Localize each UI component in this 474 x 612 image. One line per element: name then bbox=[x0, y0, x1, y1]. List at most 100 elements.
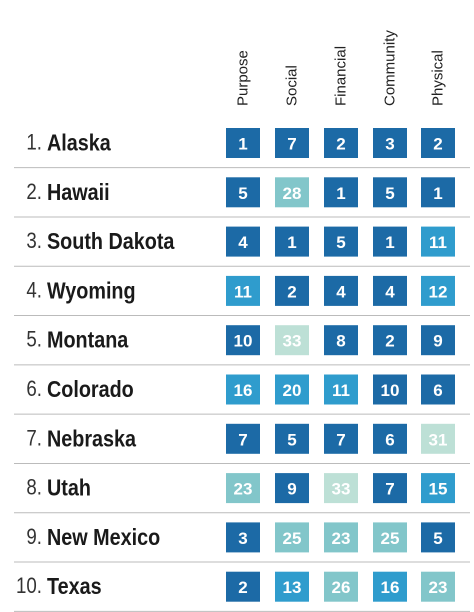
score-cell bbox=[275, 571, 309, 602]
score-cell bbox=[275, 473, 309, 504]
score: 20 bbox=[283, 381, 302, 400]
score-cell bbox=[373, 128, 407, 158]
column-header: Community bbox=[382, 30, 399, 106]
score-cell bbox=[226, 177, 260, 208]
score-cell bbox=[421, 423, 455, 454]
score: 1 bbox=[336, 184, 345, 203]
score: 25 bbox=[381, 529, 400, 548]
score: 1 bbox=[287, 233, 296, 252]
score: 2 bbox=[287, 282, 296, 301]
score-cell bbox=[373, 423, 407, 454]
score-cell bbox=[373, 571, 407, 602]
score: 28 bbox=[283, 184, 302, 203]
rank: 10. bbox=[16, 575, 42, 599]
score: 5 bbox=[336, 233, 345, 252]
state-name: Utah bbox=[47, 475, 91, 501]
state-name: South Dakota bbox=[47, 229, 175, 255]
score-cell bbox=[421, 226, 455, 257]
score-cell bbox=[226, 522, 260, 553]
score: 1 bbox=[238, 135, 247, 154]
score: 6 bbox=[385, 430, 394, 449]
score-cell bbox=[421, 177, 455, 208]
score-cell bbox=[373, 473, 407, 504]
score: 1 bbox=[433, 184, 442, 203]
score: 25 bbox=[283, 529, 302, 548]
score: 2 bbox=[238, 578, 247, 597]
state-name: Alaska bbox=[47, 130, 112, 156]
score-cell bbox=[226, 325, 260, 356]
score: 3 bbox=[385, 135, 394, 154]
score-cell bbox=[421, 325, 455, 356]
score: 7 bbox=[385, 480, 394, 499]
score: 2 bbox=[385, 332, 394, 351]
score: 8 bbox=[336, 332, 345, 351]
rank: 2. bbox=[26, 180, 42, 204]
score: 11 bbox=[234, 282, 252, 301]
score-cell bbox=[275, 423, 309, 454]
rank: 6. bbox=[26, 378, 42, 402]
column-header: Financial bbox=[333, 46, 350, 106]
score: 33 bbox=[332, 480, 351, 499]
column-header: Physical bbox=[430, 50, 447, 106]
rank: 1. bbox=[26, 131, 42, 155]
rank: 7. bbox=[26, 427, 42, 451]
score: 12 bbox=[429, 282, 448, 301]
score: 1 bbox=[385, 233, 394, 252]
score-cell bbox=[421, 522, 455, 553]
score-cell bbox=[324, 275, 358, 306]
score: 23 bbox=[234, 480, 253, 499]
score-cell bbox=[373, 325, 407, 356]
state-name: Nebraska bbox=[47, 426, 137, 452]
score: 23 bbox=[429, 578, 448, 597]
score: 10 bbox=[234, 332, 253, 351]
score-cell bbox=[324, 374, 358, 405]
rank: 4. bbox=[26, 279, 42, 303]
score-cell bbox=[421, 374, 455, 405]
score-cell bbox=[275, 275, 309, 306]
score-cell bbox=[275, 374, 309, 405]
column-header: Purpose bbox=[235, 50, 252, 106]
score-cell bbox=[226, 128, 260, 158]
score-cell bbox=[373, 226, 407, 257]
score: 16 bbox=[234, 381, 253, 400]
score: 5 bbox=[238, 184, 247, 203]
score: 4 bbox=[238, 233, 248, 252]
score: 4 bbox=[385, 282, 395, 301]
score-cell bbox=[324, 177, 358, 208]
score: 10 bbox=[381, 381, 400, 400]
score-cell bbox=[275, 128, 309, 158]
score-cell bbox=[373, 275, 407, 306]
score-cell bbox=[421, 473, 455, 504]
state-name: Hawaii bbox=[47, 179, 110, 205]
score-cell bbox=[226, 275, 260, 306]
score: 5 bbox=[385, 184, 394, 203]
state-name: New Mexico bbox=[47, 525, 160, 551]
score: 13 bbox=[283, 578, 302, 597]
score-cell bbox=[226, 226, 260, 257]
rank: 3. bbox=[26, 230, 42, 254]
state-name: Colorado bbox=[47, 377, 134, 403]
score: 9 bbox=[433, 332, 442, 351]
score-cell bbox=[324, 571, 358, 602]
score: 5 bbox=[433, 529, 442, 548]
score: 7 bbox=[287, 135, 296, 154]
score-cell bbox=[421, 128, 455, 158]
score: 3 bbox=[238, 529, 247, 548]
score-cell bbox=[373, 522, 407, 553]
score-cell bbox=[275, 226, 309, 257]
score: 2 bbox=[433, 135, 442, 154]
rank: 5. bbox=[26, 328, 42, 352]
rank: 9. bbox=[26, 526, 42, 550]
score: 11 bbox=[332, 381, 350, 400]
score: 5 bbox=[287, 430, 296, 449]
score-cell bbox=[324, 423, 358, 454]
score: 16 bbox=[381, 578, 400, 597]
score-cell bbox=[226, 473, 260, 504]
score: 31 bbox=[429, 430, 448, 449]
score-cell bbox=[275, 177, 309, 208]
score: 9 bbox=[287, 480, 296, 499]
score-cell bbox=[421, 275, 455, 306]
score: 23 bbox=[332, 529, 351, 548]
score-cell bbox=[373, 374, 407, 405]
